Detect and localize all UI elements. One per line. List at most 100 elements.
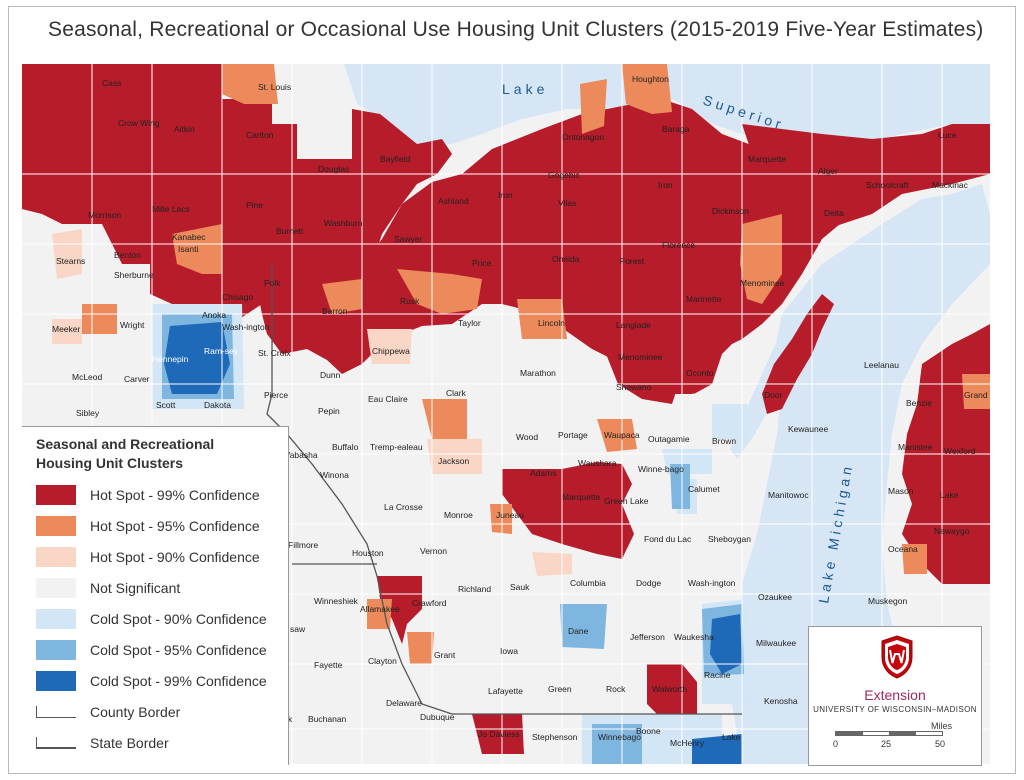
county-label: Buchanan: [308, 714, 347, 724]
county-label: Racine: [704, 670, 731, 680]
county-label: Schoolcraft: [866, 180, 909, 190]
legend-label: Not Significant: [90, 579, 181, 596]
county-label: Sheboygan: [708, 534, 751, 544]
cold99-lake-il: [692, 734, 742, 764]
county-label: Sauk: [510, 582, 530, 592]
county-label: Houston: [352, 548, 384, 558]
county-label: Chisago: [222, 292, 253, 302]
legend-item-hot95: Hot Spot - 95% Confidence: [36, 510, 286, 541]
university-name: UNIVERSITY OF WISCONSIN–MADISON: [813, 705, 977, 714]
county-label: Mackinac: [932, 180, 969, 190]
hot95-st-louis: [222, 64, 278, 104]
county-label: Manistee: [898, 442, 933, 452]
county-label: Mille Lacs: [152, 204, 190, 214]
county-label: Fillmore: [288, 540, 318, 550]
cold95-boone: [592, 724, 642, 764]
county-label: Newaygo: [934, 526, 970, 536]
county-label: Marquette: [748, 154, 787, 164]
legend-label: Cold Spot - 95% Confidence: [90, 641, 267, 658]
county-label: Lafayette: [488, 686, 523, 696]
county-label: Dubuque: [420, 712, 455, 722]
legend-title-line2: Housing Unit Clusters: [36, 455, 184, 471]
county-label: Rock: [606, 684, 626, 694]
county-label: Brown: [712, 436, 736, 446]
scale-bar: [835, 731, 943, 736]
county-label: Dickinson: [712, 206, 749, 216]
legend-label: State Border: [90, 734, 169, 751]
county-label: Ontonagon: [562, 132, 604, 142]
county-label: Vilas: [558, 198, 576, 208]
county-label: Iowa: [500, 646, 518, 656]
county-label: Leelanau: [864, 360, 899, 370]
cold99-milwaukee: [710, 614, 742, 674]
county-label: Monroe: [444, 510, 473, 520]
hot95-clark: [422, 399, 467, 439]
county-label: Dodge: [636, 578, 661, 588]
county-label: Cass: [102, 78, 121, 88]
county-label: Anoka: [202, 310, 226, 320]
county-label: Kewaunee: [788, 424, 828, 434]
county-label: Polk: [264, 278, 281, 288]
county-label: Douglas: [318, 164, 349, 174]
county-label: Shawano: [616, 382, 652, 392]
county-label: Tremp-ealeau: [370, 442, 423, 452]
hot95-juneau: [490, 504, 512, 534]
county-label: Jefferson: [630, 632, 665, 642]
county-label: La Crosse: [384, 502, 423, 512]
legend-swatch: [36, 639, 76, 660]
scale-unit: Miles: [931, 721, 953, 731]
cold95-calumet: [670, 464, 690, 509]
county-label: Delta: [824, 208, 844, 218]
county-label: Clayton: [368, 656, 397, 666]
legend-swatch: [36, 705, 76, 718]
county-label: Gogebic: [548, 170, 580, 180]
hot99-upper-peninsula-east: [742, 124, 990, 234]
legend-swatch: [36, 608, 76, 629]
legend-swatch: [36, 484, 76, 505]
county-label: Sibley: [76, 408, 100, 418]
county-label: Outagamie: [648, 434, 690, 444]
county-label: Meeker: [52, 324, 81, 334]
county-label: Morrison: [88, 210, 121, 220]
county-label: Clark: [446, 388, 467, 398]
county-label: Oneida: [552, 254, 580, 264]
county-label: saw: [290, 624, 306, 634]
legend-label: County Border: [90, 703, 181, 720]
cold99-twin-cities: [164, 322, 230, 394]
legend-label: Hot Spot - 99% Confidence: [90, 486, 260, 503]
legend-swatch: [36, 736, 76, 749]
hot90-morrison: [52, 229, 82, 279]
county-label: Stearns: [56, 256, 85, 266]
county-label: Stephenson: [532, 732, 578, 742]
county-label: Boone: [636, 726, 661, 736]
hot99-crawford: [377, 576, 422, 644]
legend-label: Hot Spot - 90% Confidence: [90, 548, 260, 565]
county-label: Ashland: [438, 196, 469, 206]
hot95-oceana: [902, 544, 927, 574]
county-label: Jackson: [438, 456, 469, 466]
hot95-ontonagon: [580, 79, 607, 134]
county-label: Winneshiek: [314, 596, 359, 606]
county-label: Isanti: [178, 244, 198, 254]
hot90-sauk: [532, 552, 572, 576]
lake-superior: [344, 64, 990, 149]
county-label: St. Louis: [258, 82, 291, 92]
legend-item-cold95: Cold Spot - 95% Confidence: [36, 634, 286, 665]
county-label: Fond du Lac: [644, 534, 692, 544]
hot95-barron: [322, 279, 362, 314]
legend-item-cold90: Cold Spot - 90% Confidence: [36, 603, 286, 634]
hot99-jo-daviess: [472, 714, 524, 754]
hot90-jackson: [427, 439, 482, 474]
scale-tick: 25: [881, 739, 892, 749]
county-label: Carlton: [246, 130, 274, 140]
county-label: Winnebago: [598, 732, 641, 742]
county-label: Ozaukee: [758, 592, 792, 602]
county-label: Rusk: [400, 296, 420, 306]
county-label: Forest: [620, 256, 645, 266]
county-label: Muskegon: [868, 596, 907, 606]
lake-superior-label-1: Lake: [502, 81, 548, 97]
county-label: Dakota: [204, 400, 231, 410]
legend-items: Hot Spot - 99% Confidence Hot Spot - 95%…: [36, 479, 286, 758]
county-label: Luce: [938, 130, 957, 140]
county-label: Wood: [516, 432, 538, 442]
